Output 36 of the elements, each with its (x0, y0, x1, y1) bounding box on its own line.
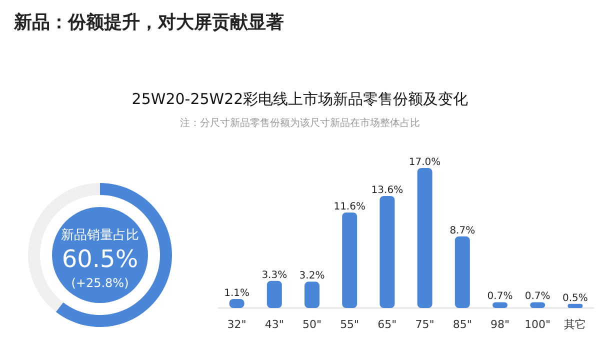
data-label: 3.2% (299, 270, 325, 282)
data-label: 3.3% (262, 270, 288, 281)
bar (530, 302, 546, 308)
data-label: 8.7% (450, 225, 476, 236)
x-tick-label: 其它 (564, 318, 586, 331)
data-label: 17.0% (408, 157, 441, 168)
x-tick-label: 98" (490, 318, 510, 331)
bar (454, 236, 470, 308)
bar (492, 302, 508, 308)
x-tick-label: 50" (302, 318, 322, 331)
x-tick-label: 75" (415, 318, 434, 331)
bar (568, 304, 583, 308)
chart-title: 25W20-25W22彩电线上市场新品零售份额及变化 (132, 90, 468, 108)
x-tick-label: 43" (264, 318, 284, 331)
text: 新品销量占比 (61, 228, 139, 243)
bar (266, 280, 282, 308)
chart-subtitle: 注：分尺寸新品零售份额为该尺寸新品在市场整体占比 (180, 117, 420, 129)
bar (304, 282, 320, 308)
x-tick-label: 100" (524, 318, 551, 331)
donut-slice (56, 183, 172, 327)
text: 60.5% (62, 245, 138, 273)
data-label: 1.1% (224, 288, 250, 299)
bar (342, 212, 358, 308)
text: 新品：份额提升，对大屏贡献显著 (13, 12, 284, 33)
data-label: 13.6% (371, 185, 404, 196)
bar (417, 168, 432, 308)
x-tick-label: 65" (378, 318, 397, 331)
bar (380, 196, 395, 308)
x-tick-label: 55" (340, 318, 360, 331)
x-tick-label: 85" (452, 318, 472, 331)
data-label: 0.5% (562, 292, 588, 304)
data-label: 0.7% (487, 291, 513, 302)
text: (+25.8%) (71, 276, 129, 290)
data-label: 0.7% (524, 291, 550, 302)
x-tick-label: 32" (227, 318, 246, 331)
data-label: 11.6% (334, 201, 366, 212)
